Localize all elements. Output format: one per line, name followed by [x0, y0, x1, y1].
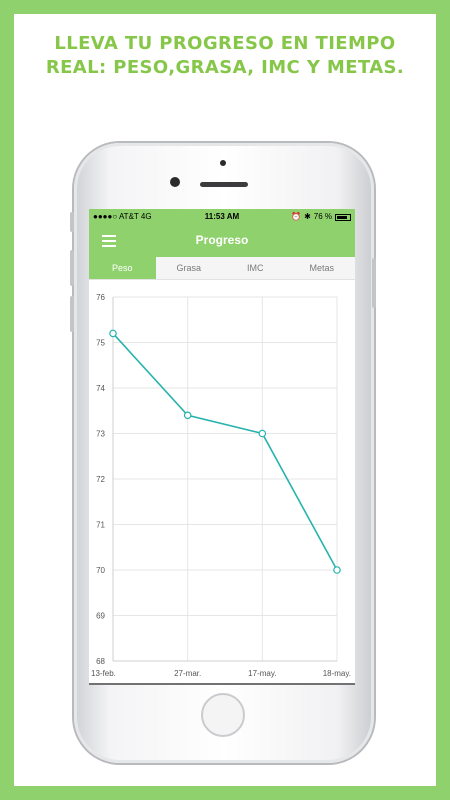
nav-bar: Progreso: [89, 225, 355, 257]
phone-screen: ●●●●○ AT&T 4G 11:53 AM ⏰ ✱ 76 % Progreso…: [89, 209, 355, 685]
earpiece-speaker: [200, 182, 248, 187]
hamburger-menu-icon[interactable]: [102, 235, 116, 247]
tab-bar: Peso Grasa IMC Metas: [89, 257, 355, 280]
power-button: [372, 258, 376, 308]
tab-metas[interactable]: Metas: [309, 263, 334, 273]
y-tick-label: 76: [96, 293, 105, 302]
bluetooth-icon: ✱: [304, 212, 311, 221]
data-point: [333, 566, 341, 574]
series-line: [112, 332, 338, 571]
page-title: Progreso: [195, 233, 249, 247]
front-camera: [220, 160, 226, 166]
volume-down-button: [70, 296, 74, 332]
data-point: [183, 411, 192, 420]
tab-imc[interactable]: IMC: [247, 263, 264, 273]
x-tick-label: 17-may.: [248, 669, 276, 678]
headline-line-2: REAL: PESO,GRASA, IMC Y METAS.: [45, 57, 405, 78]
battery-percent: 76 %: [313, 212, 332, 221]
x-tick-label: 18-may.: [323, 669, 351, 678]
y-tick-label: 75: [96, 339, 105, 348]
status-right: ⏰ ✱ 76 %: [291, 209, 351, 225]
volume-up-button: [70, 250, 74, 286]
mute-switch: [70, 212, 74, 232]
tab-grasa[interactable]: Grasa: [176, 263, 201, 273]
data-point: [109, 329, 117, 338]
y-tick-label: 71: [96, 521, 105, 530]
y-tick-label: 72: [96, 475, 105, 484]
y-tick-label: 68: [96, 657, 105, 666]
headline-line-1: LLEVA TU PROGRESO EN TIEMPO: [54, 33, 396, 54]
data-point: [258, 429, 267, 438]
carrier-label: ●●●●○ AT&T 4G: [93, 212, 152, 221]
weight-line-chart: 76 75 74 73 72 71 70 69 68 13-feb. 27-mar. 17-may. 1…: [89, 293, 355, 685]
y-tick-label: 70: [96, 566, 105, 575]
x-tick-label: 27-mar.: [174, 669, 201, 678]
proximity-sensor: [170, 177, 180, 187]
battery-icon: [335, 213, 351, 221]
headline: LLEVA TU PROGRESO EN TIEMPO REAL: PESO,G…: [0, 32, 450, 80]
home-button[interactable]: [201, 693, 245, 737]
status-bar: ●●●●○ AT&T 4G 11:53 AM ⏰ ✱ 76 %: [89, 209, 355, 225]
y-tick-label: 69: [96, 612, 105, 621]
alarm-icon: ⏰: [291, 212, 302, 221]
x-tick-label: 13-feb.: [91, 669, 116, 678]
y-tick-label: 74: [96, 384, 105, 393]
tab-peso[interactable]: Peso: [89, 257, 156, 279]
status-time: 11:53 AM: [204, 212, 240, 221]
y-tick-label: 73: [96, 430, 105, 439]
